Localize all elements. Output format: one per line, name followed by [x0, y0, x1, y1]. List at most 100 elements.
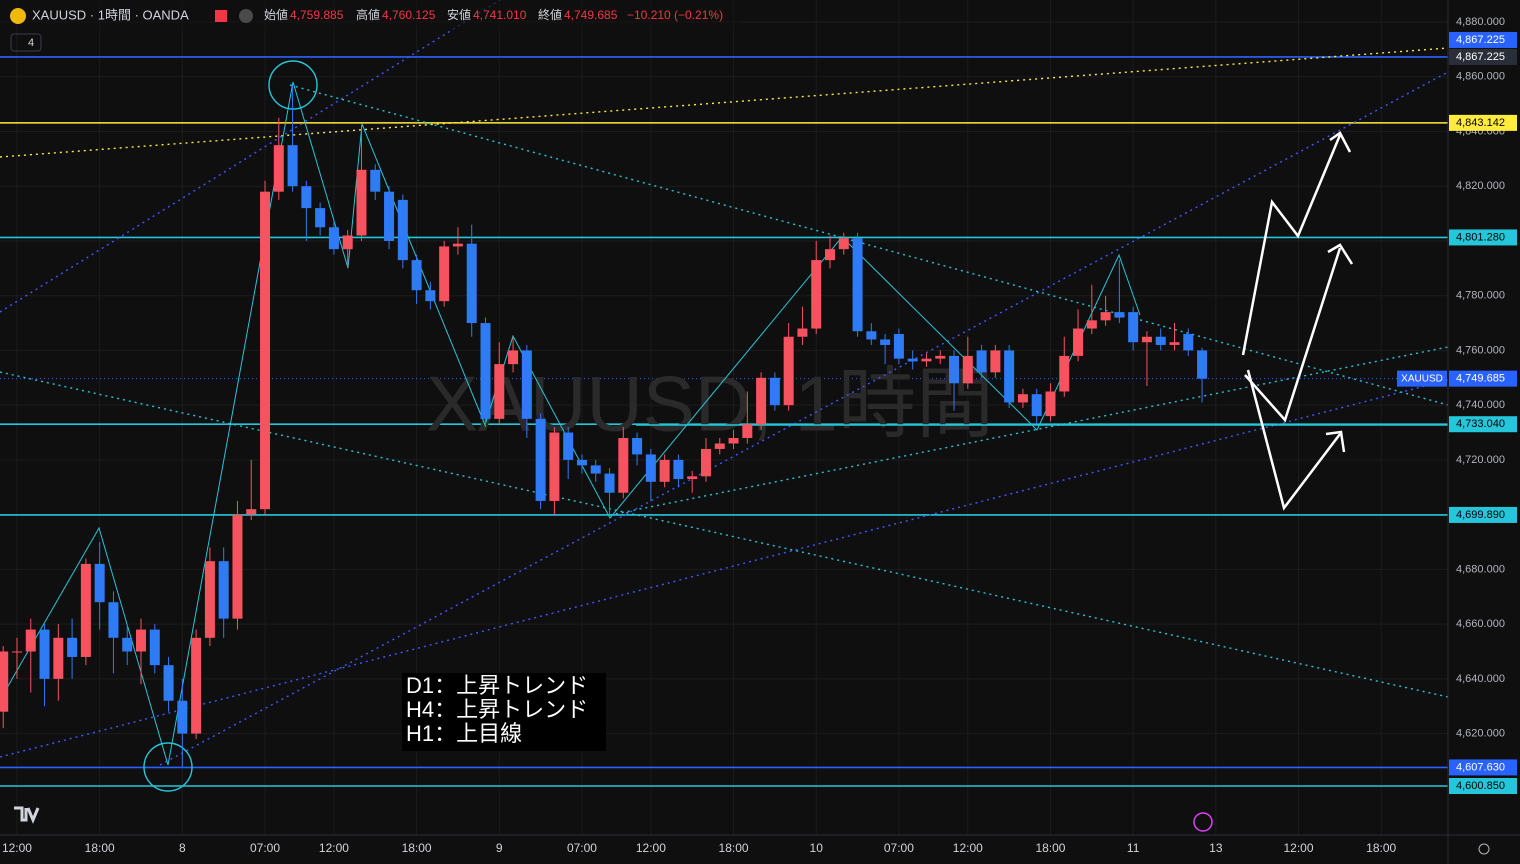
candle-body	[1031, 394, 1042, 417]
candle-body	[1114, 312, 1125, 318]
badge[interactable]	[10, 33, 42, 52]
x-tick-label: 07:00	[884, 841, 914, 855]
candle-body	[425, 290, 436, 302]
candle-body	[1086, 320, 1097, 329]
y-tick-label: 4,880.000	[1456, 16, 1505, 28]
candle-body	[783, 336, 794, 406]
arrow	[1244, 247, 1342, 423]
level-box	[1449, 778, 1517, 794]
annotation: H1：上目線	[406, 721, 522, 746]
candle-body	[273, 145, 284, 192]
x-tick-label: 18:00	[1035, 841, 1065, 855]
candle-body	[563, 432, 574, 460]
annotation: H4：上昇トレンド	[406, 697, 588, 722]
candle-body	[218, 561, 229, 619]
candle-body	[508, 350, 519, 365]
trendline	[159, 71, 1449, 766]
candle-body	[935, 355, 946, 359]
arrows	[1241, 131, 1354, 511]
trendline	[0, 371, 1449, 698]
arrow	[1241, 134, 1342, 356]
event-icon[interactable]	[1193, 812, 1213, 832]
candle-body	[1100, 312, 1111, 321]
candle-body	[163, 665, 174, 701]
status-icon	[239, 9, 253, 23]
ohlc-label: 高値	[356, 7, 380, 22]
candle-body	[673, 459, 684, 480]
settings-icon[interactable]	[1478, 843, 1490, 855]
x-tick-label: 12:00	[1284, 841, 1314, 855]
arrowhead	[1329, 131, 1352, 153]
candle-body	[769, 377, 780, 406]
level-label: 4,867.225	[1456, 34, 1505, 46]
level-label: 4,600.850	[1456, 780, 1505, 792]
level-box	[1449, 759, 1517, 776]
arrowhead	[1327, 243, 1354, 265]
candle-body	[149, 629, 160, 666]
candle-body	[384, 191, 395, 241]
x-tick-label: 12:00	[953, 841, 983, 855]
x-tick-label: 07:00	[567, 841, 597, 855]
candle-body	[356, 169, 367, 236]
y-tick-label: 4,860.000	[1456, 71, 1505, 83]
y-tick-label: 4,760.000	[1456, 344, 1505, 356]
level-box	[1449, 506, 1517, 523]
y-tick-label: 4,660.000	[1456, 618, 1505, 630]
candle-body	[811, 260, 822, 329]
x-tick-label: 10	[810, 841, 824, 855]
candle-body	[397, 199, 408, 261]
candle-body	[893, 334, 904, 359]
candle-body	[962, 355, 973, 384]
candle-body	[687, 476, 698, 480]
level-box	[1449, 114, 1517, 131]
ohlc-label: 始値	[264, 7, 288, 22]
candle-body	[797, 328, 808, 337]
candle-body	[742, 424, 753, 439]
candle-body	[1183, 334, 1194, 351]
ohlc-value: 4,741.010	[473, 8, 527, 22]
candle-body	[921, 358, 932, 362]
candle-body	[1197, 350, 1208, 379]
candle-body	[494, 364, 505, 419]
annotation-box	[402, 673, 606, 751]
badge-text: 4	[28, 37, 34, 49]
candle-body	[1169, 342, 1180, 345]
candle-body	[246, 509, 257, 515]
candle-body	[287, 145, 298, 187]
candle-body	[549, 432, 560, 501]
candle-body	[866, 331, 877, 340]
candle-body	[411, 260, 422, 291]
x-tick-label: 11	[1127, 841, 1140, 855]
candle-body	[439, 246, 450, 302]
candle-body	[232, 514, 243, 619]
candle-body	[645, 454, 656, 482]
ohlc-label: 終値	[538, 7, 562, 22]
y-tick-label: 4,620.000	[1456, 727, 1505, 739]
x-tick-label: 12:00	[2, 841, 32, 855]
arrowhead	[1325, 430, 1346, 453]
level-box	[1449, 31, 1517, 48]
symbol: XAUUSD · 1時間 · OANDA	[32, 7, 189, 22]
arrow	[1246, 369, 1341, 511]
candle-body	[342, 235, 353, 250]
candle-body	[25, 629, 36, 652]
candle-body	[1128, 312, 1139, 343]
trendline	[289, 84, 1449, 406]
candle-body	[659, 459, 670, 482]
candle-body	[907, 358, 918, 362]
watermark: XAUUSD, 1時間	[426, 360, 994, 448]
candle-body	[315, 208, 326, 228]
candle-body	[122, 637, 133, 652]
level-label: 4,843.142	[1456, 117, 1505, 129]
level-box	[1449, 48, 1517, 65]
level-label: 4,733.040	[1456, 418, 1505, 430]
last-name-box	[1397, 370, 1447, 387]
candle-body	[756, 377, 767, 425]
candle-body	[260, 191, 271, 510]
y-tick-label: 4,780.000	[1456, 290, 1505, 302]
candle-body	[990, 350, 1001, 373]
circle	[143, 742, 193, 792]
x-tick-label: 8	[179, 841, 186, 855]
